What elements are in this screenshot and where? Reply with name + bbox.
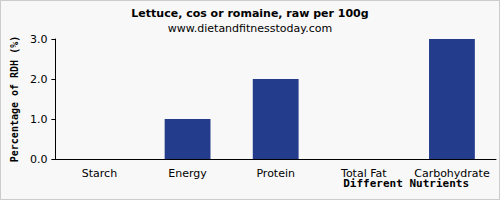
- svg-text:2.0: 2.0: [30, 73, 48, 86]
- svg-text:1.0: 1.0: [30, 113, 48, 126]
- svg-text:Total Fat: Total Fat: [340, 167, 387, 180]
- svg-text:Lettuce, cos or romaine, raw p: Lettuce, cos or romaine, raw per 100g: [131, 7, 368, 20]
- svg-text:Protein: Protein: [256, 167, 295, 180]
- svg-text:Percentage of RDH (%): Percentage of RDH (%): [9, 36, 20, 162]
- svg-text:Different Nutrients: Different Nutrients: [343, 177, 469, 190]
- svg-text:Carbohydrate: Carbohydrate: [414, 167, 490, 180]
- svg-text:0.0: 0.0: [30, 153, 48, 166]
- svg-text:www.dietandfitnesstoday.com: www.dietandfitnesstoday.com: [168, 22, 332, 35]
- svg-text:Energy: Energy: [168, 167, 207, 180]
- svg-text:Starch: Starch: [82, 167, 117, 180]
- svg-text:3.0: 3.0: [30, 33, 48, 46]
